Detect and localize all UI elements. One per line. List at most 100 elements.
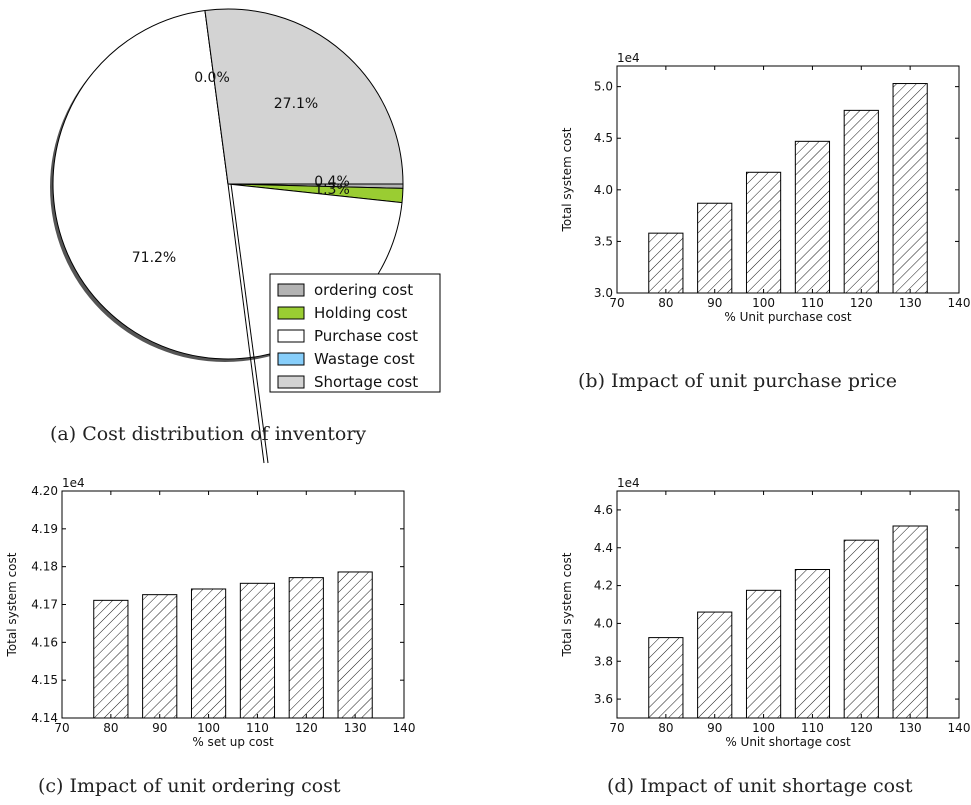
pie-label-holding-cost: 1.3% bbox=[314, 182, 350, 198]
chart-c-xtick-90: 90 bbox=[152, 721, 167, 735]
legend-label-wastage-cost: Wastage cost bbox=[314, 350, 415, 368]
chart-c-ytick-4.14: 4.14 bbox=[31, 711, 58, 725]
pie-label-ordering-cost: 0.4% bbox=[314, 174, 350, 190]
chart-d-ytick-4.6: 4.6 bbox=[594, 503, 613, 517]
chart-d-bar-120 bbox=[843, 539, 879, 719]
chart-b-xtick-140: 140 bbox=[948, 296, 971, 310]
pie-label-shortage-cost: 27.1% bbox=[274, 96, 318, 112]
chart-c-xtick-110: 110 bbox=[246, 721, 269, 735]
chart-d-xtick-80: 80 bbox=[658, 721, 673, 735]
chart-c-bar-130 bbox=[337, 571, 373, 719]
chart-b-xtick-100: 100 bbox=[752, 296, 775, 310]
chart-c-xlabel: % set up cost bbox=[192, 735, 274, 749]
chart-c-ytick-4.20: 4.20 bbox=[31, 484, 58, 498]
chart-d-plot-frame bbox=[616, 490, 960, 719]
bar-chart-panel-d: (d) Impact of unit shortage cost 70 80 90 1… bbox=[560, 476, 970, 797]
chart-b-xtick-80: 80 bbox=[658, 296, 673, 310]
chart-c-xtick-70: 70 bbox=[54, 721, 69, 735]
caption-d: (d) Impact of unit shortage cost bbox=[607, 775, 913, 797]
chart-c-bar-120 bbox=[288, 577, 324, 719]
chart-c-xtick-130: 130 bbox=[344, 721, 367, 735]
legend-label-shortage-cost: Shortage cost bbox=[314, 373, 418, 391]
chart-b-ytick-3.5: 3.5 bbox=[594, 234, 613, 248]
chart-c-ytick-4.16: 4.16 bbox=[31, 635, 58, 649]
caption-c: (c) Impact of unit ordering cost bbox=[38, 775, 341, 797]
chart-b-bar-130 bbox=[892, 83, 928, 294]
chart-d-ylabel: Total system cost bbox=[560, 552, 574, 657]
legend-label-holding-cost: Holding cost bbox=[314, 304, 407, 322]
chart-d-ytick-4.4: 4.4 bbox=[594, 541, 613, 555]
chart-c-bar-90 bbox=[142, 594, 178, 719]
chart-d-xtick-110: 110 bbox=[801, 721, 824, 735]
chart-d-bar-130 bbox=[892, 525, 928, 719]
chart-c-bar-100 bbox=[190, 588, 227, 719]
legend-swatch-ordering-cost bbox=[277, 283, 305, 297]
chart-c-xtick-80: 80 bbox=[103, 721, 118, 735]
legend-label-purchase-cost: Purchase cost bbox=[314, 327, 418, 345]
chart-b-xtick-70: 70 bbox=[609, 296, 624, 310]
chart-d-xtick-130: 130 bbox=[899, 721, 922, 735]
pie-slices bbox=[50, 8, 404, 464]
caption-b: (b) Impact of unit purchase price bbox=[578, 370, 897, 392]
chart-c-ytick-4.19: 4.19 bbox=[31, 522, 58, 536]
chart-d-bar-100 bbox=[745, 589, 782, 719]
pie-slice-shortage-cost bbox=[204, 8, 404, 185]
pie-leader-line-1 bbox=[227, 183, 265, 464]
chart-d-xlabel: % Unit shortage cost bbox=[725, 735, 851, 749]
legend-swatch-wastage-cost bbox=[277, 352, 305, 366]
legend-swatch-purchase-cost bbox=[277, 329, 305, 343]
chart-b-xtick-90: 90 bbox=[707, 296, 722, 310]
caption-a: (a) Cost distribution of inventory bbox=[50, 423, 366, 445]
chart-d-xtick-100: 100 bbox=[752, 721, 775, 735]
chart-b-xtick-120: 120 bbox=[850, 296, 873, 310]
chart-d-xtick-140: 140 bbox=[948, 721, 971, 735]
legend-label-ordering-cost: ordering cost bbox=[314, 281, 413, 299]
pie-chart-panel: 0.4%1.3% 71.2% 0.0% 27.1% ordering cost Hold… bbox=[50, 8, 441, 464]
chart-d-scale-label: 1e4 bbox=[617, 476, 640, 490]
bar-chart-panel-b: (b) Impact of unit purchase price 70 80 90… bbox=[560, 51, 970, 392]
chart-c-ytick-4.17: 4.17 bbox=[31, 598, 58, 612]
pie-legend: ordering cost Holding cost Purchase cost Wa… bbox=[269, 273, 441, 393]
chart-c-ylabel: Total system cost bbox=[5, 552, 19, 657]
legend-swatch-shortage-cost bbox=[277, 375, 305, 389]
chart-b-bar-110 bbox=[794, 140, 831, 294]
chart-c-ytick-4.18: 4.18 bbox=[31, 560, 58, 574]
chart-b-ytick-4.0: 4.0 bbox=[594, 183, 613, 197]
chart-c-ytick-4.15: 4.15 bbox=[31, 673, 58, 687]
chart-d-bar-110 bbox=[794, 569, 831, 719]
chart-b-xtick-130: 130 bbox=[899, 296, 922, 310]
chart-c-bar-110 bbox=[239, 582, 276, 719]
chart-b-bar-100 bbox=[745, 171, 782, 294]
chart-d-xtick-70: 70 bbox=[609, 721, 624, 735]
chart-d-ytick-4.2: 4.2 bbox=[594, 579, 613, 593]
chart-b-bar-120 bbox=[843, 109, 879, 294]
chart-b-bar-90 bbox=[697, 202, 733, 294]
chart-d-xtick-90: 90 bbox=[707, 721, 722, 735]
chart-c-bar-80 bbox=[93, 599, 129, 719]
pie-labels: 0.4%1.3% 71.2% 0.0% 27.1% bbox=[132, 70, 350, 266]
chart-d-bar-80 bbox=[648, 637, 684, 719]
chart-b-ytick-5.0: 5.0 bbox=[594, 80, 613, 94]
pie-label-wastage-cost: 0.0% bbox=[194, 70, 230, 86]
chart-d-ytick-3.8: 3.8 bbox=[594, 654, 613, 668]
chart-b-ytick-3.0: 3.0 bbox=[594, 286, 613, 300]
chart-b-bar-80 bbox=[648, 232, 684, 294]
chart-b-ylabel: Total system cost bbox=[560, 127, 574, 232]
chart-d-ytick-3.6: 3.6 bbox=[594, 692, 613, 706]
chart-b-ytick-4.5: 4.5 bbox=[594, 131, 613, 145]
bar-chart-panel-c: (c) Impact of unit ordering cost 70 80 90 1… bbox=[5, 476, 415, 797]
chart-c-scale-label: 1e4 bbox=[62, 476, 85, 490]
chart-c-xtick-100: 100 bbox=[197, 721, 220, 735]
chart-b-xtick-110: 110 bbox=[801, 296, 824, 310]
legend-swatch-holding-cost bbox=[277, 306, 305, 320]
chart-b-scale-label: 1e4 bbox=[617, 51, 640, 65]
pie-label-purchase-cost: 71.2% bbox=[132, 250, 176, 266]
chart-d-bar-90 bbox=[697, 611, 733, 719]
chart-b-xlabel: % Unit purchase cost bbox=[724, 310, 852, 324]
chart-d-ytick-4.0: 4.0 bbox=[594, 616, 613, 630]
chart-d-xtick-120: 120 bbox=[850, 721, 873, 735]
chart-b-plot-frame bbox=[616, 65, 960, 294]
pie-leader-line-2 bbox=[230, 183, 269, 464]
chart-c-xtick-120: 120 bbox=[295, 721, 318, 735]
